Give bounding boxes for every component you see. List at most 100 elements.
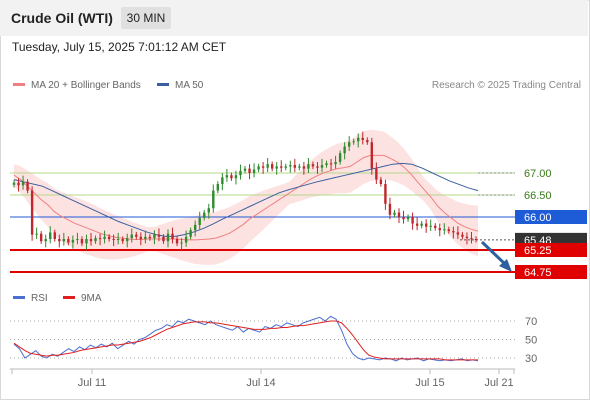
candle xyxy=(302,162,306,175)
rsi-swatch xyxy=(13,295,25,299)
candle-body xyxy=(443,229,446,231)
candle xyxy=(352,138,355,145)
candle xyxy=(53,229,56,242)
candle xyxy=(397,208,401,224)
ma20-swatch xyxy=(13,82,25,86)
candle xyxy=(207,203,210,219)
ma50-line xyxy=(13,162,479,237)
candle xyxy=(424,219,428,233)
candle xyxy=(447,226,451,234)
candle-body xyxy=(17,182,20,186)
candle xyxy=(139,232,143,246)
candle xyxy=(21,175,25,190)
candle xyxy=(144,230,147,244)
candle-body xyxy=(280,166,283,168)
level-label-67.00: 67.00 xyxy=(524,168,552,180)
candle-body xyxy=(257,166,260,170)
candle-body xyxy=(139,236,143,239)
candle xyxy=(130,228,133,243)
candle-body xyxy=(266,164,269,168)
candle-body xyxy=(53,232,56,239)
candle xyxy=(148,234,152,241)
candle xyxy=(76,232,79,245)
candle-body xyxy=(316,166,319,168)
forecast-arrow-shaft xyxy=(480,240,508,267)
candle xyxy=(329,158,333,171)
candle-body xyxy=(130,234,133,239)
candle xyxy=(334,155,337,169)
rsi-tick-50: 50 xyxy=(525,335,537,347)
candle xyxy=(284,163,287,171)
legend-ma20-label: MA 20 + Bollinger Bands xyxy=(31,80,141,91)
candle xyxy=(393,209,396,218)
candle-body xyxy=(216,184,220,191)
ma9-swatch xyxy=(63,295,75,299)
candle xyxy=(470,231,473,244)
candle xyxy=(112,234,115,247)
candle-body xyxy=(49,232,52,239)
rsi-tick-70: 70 xyxy=(525,316,537,328)
candle-body xyxy=(438,228,441,231)
x-tick-Jul-14: Jul 14 xyxy=(246,377,275,389)
candle xyxy=(406,214,410,222)
candle-body xyxy=(388,203,392,215)
candle xyxy=(17,178,20,192)
credit-text: Research © 2025 Trading Central xyxy=(431,80,581,91)
candle xyxy=(12,180,16,188)
candle-body xyxy=(402,217,405,220)
candle-body xyxy=(329,163,333,165)
candle xyxy=(388,197,392,220)
candle-body xyxy=(166,233,170,242)
candle xyxy=(443,223,446,235)
candle-body xyxy=(230,175,233,179)
candle-body xyxy=(302,166,306,169)
ma20-line xyxy=(13,154,479,241)
candle xyxy=(216,181,220,194)
candle-body xyxy=(148,236,152,239)
candle-body xyxy=(234,175,238,179)
candle-body xyxy=(361,137,364,140)
candle-body xyxy=(135,234,138,237)
candle-body xyxy=(429,225,432,227)
candle xyxy=(212,184,215,213)
ma50-swatch xyxy=(157,82,169,86)
candle-body xyxy=(384,184,387,204)
candle-body xyxy=(307,164,310,169)
candle xyxy=(370,137,374,175)
candle xyxy=(26,179,29,194)
candle xyxy=(252,163,256,178)
candle xyxy=(44,234,47,248)
candle-body xyxy=(80,239,84,244)
candle xyxy=(429,219,432,232)
candle xyxy=(357,133,360,148)
candle xyxy=(116,232,120,245)
candle xyxy=(361,131,364,145)
candle-body xyxy=(284,166,287,168)
candle xyxy=(234,170,238,185)
legend-rsi-label: RSI xyxy=(31,293,48,304)
candle xyxy=(89,232,93,246)
bollinger-band xyxy=(14,129,478,265)
candle-body xyxy=(434,225,437,228)
candle-body xyxy=(370,142,374,169)
candle xyxy=(461,231,464,240)
candle xyxy=(184,230,188,247)
candle xyxy=(166,229,170,248)
candle-body xyxy=(275,166,278,169)
x-tick-Jul-11: Jul 11 xyxy=(78,377,107,389)
candle-body xyxy=(193,224,197,231)
candle xyxy=(343,142,346,160)
candle-body xyxy=(85,239,88,244)
timeframe-button[interactable]: 30 MIN xyxy=(121,7,171,29)
candle-body xyxy=(375,168,378,180)
candle-body xyxy=(180,242,183,244)
candle xyxy=(98,233,102,246)
candle-body xyxy=(447,229,451,232)
forecast-arrow-head xyxy=(499,259,512,272)
candle xyxy=(415,217,419,231)
candle-body xyxy=(39,233,43,242)
candle-body xyxy=(456,232,460,235)
candle xyxy=(135,231,138,240)
candle xyxy=(243,165,247,174)
candle-body xyxy=(320,165,324,168)
